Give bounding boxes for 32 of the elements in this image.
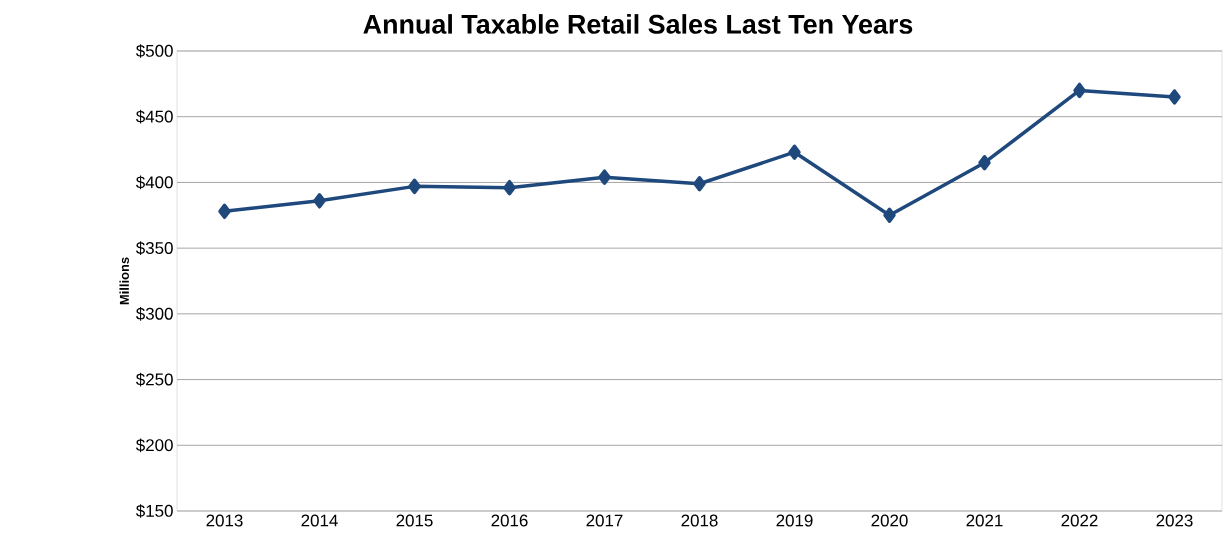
y-tick-label: $350 — [135, 241, 173, 255]
point — [313, 193, 326, 209]
y-axis-title: Millions — [119, 257, 129, 305]
point — [503, 179, 516, 196]
point — [883, 207, 896, 224]
x-tick-label: 2016 — [491, 514, 528, 527]
point — [1073, 82, 1086, 99]
y-tick-label: $450 — [135, 109, 173, 124]
x-tick-label: 2020 — [871, 514, 908, 527]
x-tick-label: 2022 — [1061, 514, 1098, 527]
point — [1168, 89, 1181, 105]
point — [218, 203, 231, 220]
x-tick-label: 2014 — [301, 514, 338, 527]
y-tick-label: $250 — [135, 372, 173, 387]
point — [788, 144, 801, 160]
y-tick-label: $150 — [135, 504, 173, 518]
x-tick-label: 2017 — [586, 514, 623, 527]
point — [978, 154, 991, 171]
point — [693, 176, 706, 192]
x-tick-label: 2023 — [1156, 514, 1193, 527]
y-tick-label: $200 — [135, 438, 173, 453]
x-tick-label: 2015 — [396, 514, 433, 527]
y-tick-label: $500 — [135, 44, 173, 58]
y-tick-label: $300 — [135, 307, 173, 321]
point — [598, 169, 611, 185]
x-tick-label: 2019 — [776, 514, 813, 527]
x-tick-label: 2018 — [681, 514, 718, 527]
x-tick-label: 2021 — [966, 514, 1003, 527]
y-tick-label: $400 — [135, 175, 173, 190]
point — [408, 178, 421, 195]
x-tick-label: 2013 — [206, 514, 243, 527]
chart-title: Annual Taxable Retail Sales Last Ten Years — [363, 14, 913, 34]
